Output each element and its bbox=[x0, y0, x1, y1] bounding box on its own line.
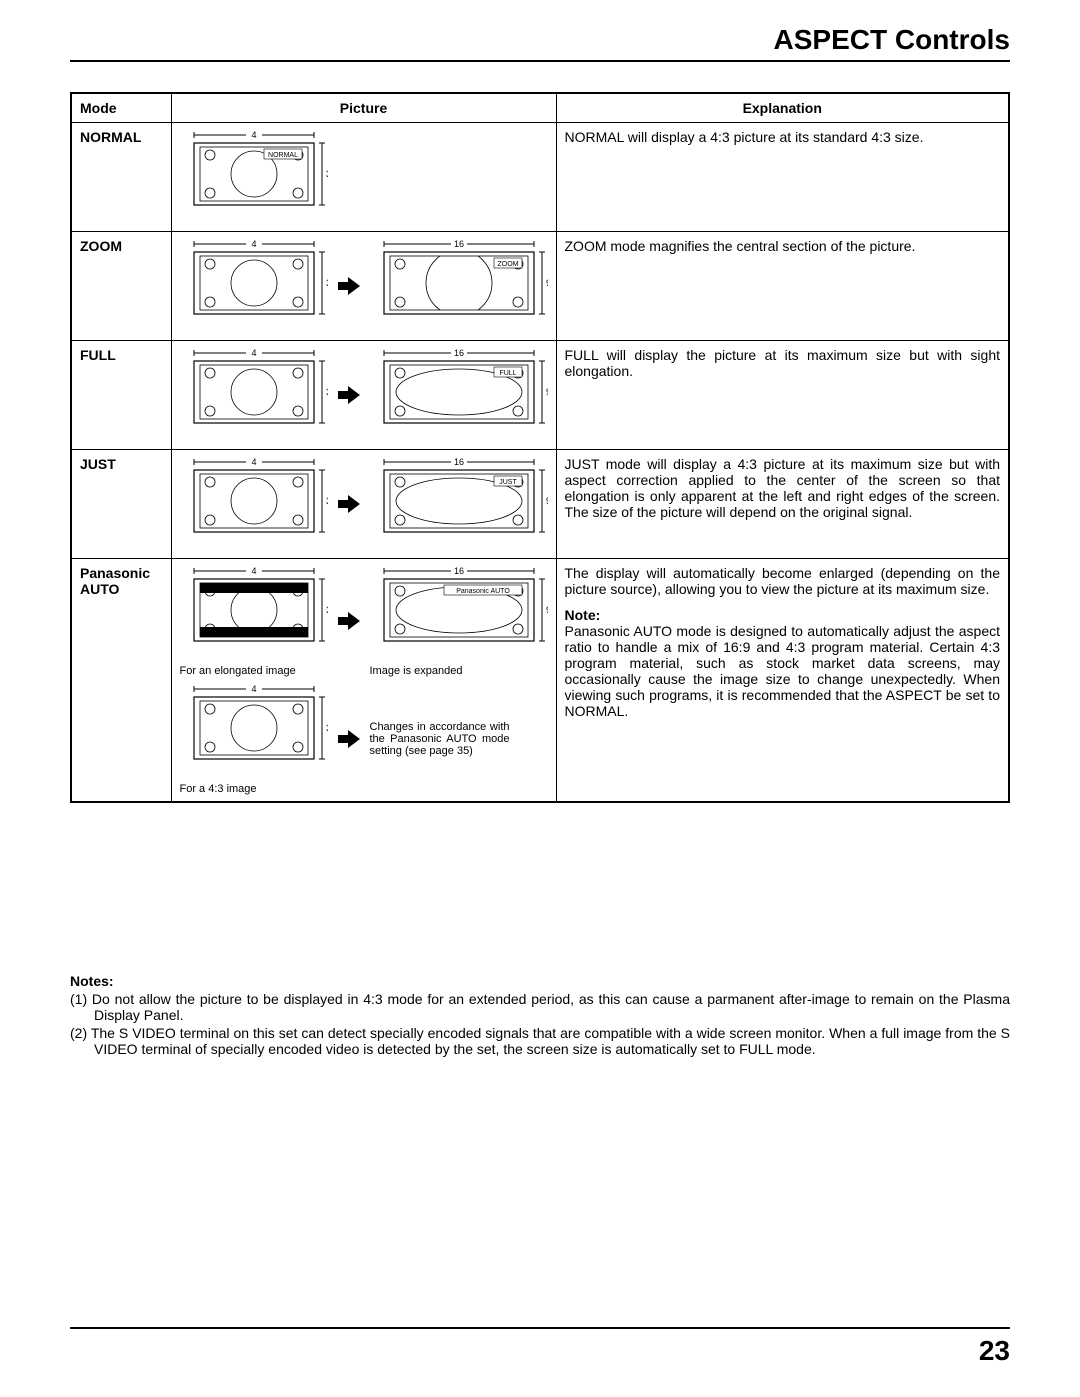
arrow-icon bbox=[334, 277, 364, 295]
svg-text:16: 16 bbox=[453, 239, 463, 249]
svg-text:3: 3 bbox=[326, 387, 328, 397]
arrow-icon bbox=[334, 730, 364, 748]
page-footer: 23 bbox=[70, 1327, 1010, 1367]
screen-diagram: 16 9 Panasonic AUTO bbox=[370, 565, 548, 661]
picture-cell: 43 169FULL bbox=[171, 341, 556, 450]
svg-text:JUST: JUST bbox=[499, 479, 517, 486]
caption: For an elongated image bbox=[180, 665, 328, 677]
svg-text:9: 9 bbox=[546, 605, 548, 615]
svg-text:ZOOM: ZOOM bbox=[497, 261, 518, 268]
note-item: (2) The S VIDEO terminal on this set can… bbox=[70, 1025, 1010, 1057]
svg-text:FULL: FULL bbox=[499, 370, 516, 377]
svg-text:9: 9 bbox=[546, 278, 548, 288]
svg-text:3: 3 bbox=[326, 723, 328, 733]
mode-cell: JUST bbox=[71, 450, 171, 559]
explanation-cell: ZOOM mode magnifies the central section … bbox=[556, 232, 1009, 341]
mode-cell: NORMAL bbox=[71, 123, 171, 232]
svg-text:4: 4 bbox=[251, 130, 256, 140]
table-row: NORMAL 4 3 NORMAL NORMAL will display a 4:3 … bbox=[71, 123, 1009, 232]
caption: Changes in accordance with the Panasonic… bbox=[370, 721, 510, 757]
explanation-cell: NORMAL will display a 4:3 picture at its… bbox=[556, 123, 1009, 232]
svg-text:16: 16 bbox=[453, 566, 463, 576]
caption: Image is expanded bbox=[370, 665, 548, 677]
svg-text:4: 4 bbox=[251, 684, 256, 694]
caption: For a 4:3 image bbox=[180, 783, 328, 795]
svg-text:3: 3 bbox=[326, 605, 328, 615]
explanation-cell: The display will automatically become en… bbox=[556, 559, 1009, 803]
svg-text:4: 4 bbox=[251, 239, 256, 249]
screen-diagram: 4 3 NORMAL bbox=[180, 129, 328, 225]
svg-text:3: 3 bbox=[326, 496, 328, 506]
col-header-explanation: Explanation bbox=[556, 93, 1009, 123]
notes-list: (1) Do not allow the picture to be displ… bbox=[70, 991, 1010, 1057]
screen-diagram: 43 bbox=[180, 683, 328, 779]
explanation-text: FULL will display the picture at its max… bbox=[565, 347, 1001, 379]
note-text: Panasonic AUTO mode is designed to autom… bbox=[565, 623, 1001, 719]
picture-cell: 43 169ZOOM bbox=[171, 232, 556, 341]
svg-text:16: 16 bbox=[453, 457, 463, 467]
table-row: PanasonicAUTO 43 For an elongated image … bbox=[71, 559, 1009, 803]
arrow-icon bbox=[334, 386, 364, 404]
page-number: 23 bbox=[70, 1335, 1010, 1367]
picture-cell: 43 169JUST bbox=[171, 450, 556, 559]
mode-cell: PanasonicAUTO bbox=[71, 559, 171, 803]
screen-diagram: 16 9 JUST bbox=[370, 456, 548, 552]
screen-diagram: 16 9 ZOOM bbox=[370, 238, 548, 334]
arrow-icon bbox=[334, 495, 364, 513]
col-header-picture: Picture bbox=[171, 93, 556, 123]
table-row: JUST 43 169JUST JUST mode will display a… bbox=[71, 450, 1009, 559]
svg-text:Panasonic AUTO: Panasonic AUTO bbox=[456, 588, 510, 595]
mode-cell: FULL bbox=[71, 341, 171, 450]
svg-text:9: 9 bbox=[546, 496, 548, 506]
mode-cell: ZOOM bbox=[71, 232, 171, 341]
explanation-cell: JUST mode will display a 4:3 picture at … bbox=[556, 450, 1009, 559]
explanation-text: The display will automatically become en… bbox=[565, 565, 1001, 597]
note-item: (1) Do not allow the picture to be displ… bbox=[70, 991, 1010, 1023]
note-label: Note: bbox=[565, 607, 1001, 623]
svg-text:4: 4 bbox=[251, 457, 256, 467]
table-row: ZOOM 43 169ZOOM ZOOM mode magnifies the … bbox=[71, 232, 1009, 341]
screen-diagram: 43 bbox=[180, 238, 328, 334]
svg-text:16: 16 bbox=[453, 348, 463, 358]
page-header: ASPECT Controls bbox=[70, 24, 1010, 62]
arrow-icon bbox=[334, 612, 364, 630]
page-title: ASPECT Controls bbox=[70, 24, 1010, 56]
svg-text:NORMAL: NORMAL bbox=[268, 152, 298, 159]
svg-text:3: 3 bbox=[326, 278, 328, 288]
screen-diagram: 16 9 FULL bbox=[370, 347, 548, 443]
svg-text:3: 3 bbox=[326, 169, 328, 179]
picture-cell: 43 For an elongated image 169Panasonic A… bbox=[171, 559, 556, 803]
notes-heading: Notes: bbox=[70, 973, 1010, 989]
explanation-cell: FULL will display the picture at its max… bbox=[556, 341, 1009, 450]
svg-text:4: 4 bbox=[251, 348, 256, 358]
picture-cell: 4 3 NORMAL bbox=[171, 123, 556, 232]
screen-diagram: 43 bbox=[180, 565, 328, 661]
explanation-text: JUST mode will display a 4:3 picture at … bbox=[565, 456, 1001, 520]
svg-text:4: 4 bbox=[251, 566, 256, 576]
explanation-text: NORMAL will display a 4:3 picture at its… bbox=[565, 129, 1001, 145]
col-header-mode: Mode bbox=[71, 93, 171, 123]
aspect-table: Mode Picture Explanation NORMAL43NORMALN… bbox=[70, 92, 1010, 803]
screen-diagram: 43 bbox=[180, 347, 328, 443]
table-row: FULL 43 169FULL FULL will display the pi… bbox=[71, 341, 1009, 450]
svg-text:9: 9 bbox=[546, 387, 548, 397]
screen-diagram: 43 bbox=[180, 456, 328, 552]
notes-section: Notes: (1) Do not allow the picture to b… bbox=[70, 973, 1010, 1057]
explanation-text: ZOOM mode magnifies the central section … bbox=[565, 238, 1001, 254]
